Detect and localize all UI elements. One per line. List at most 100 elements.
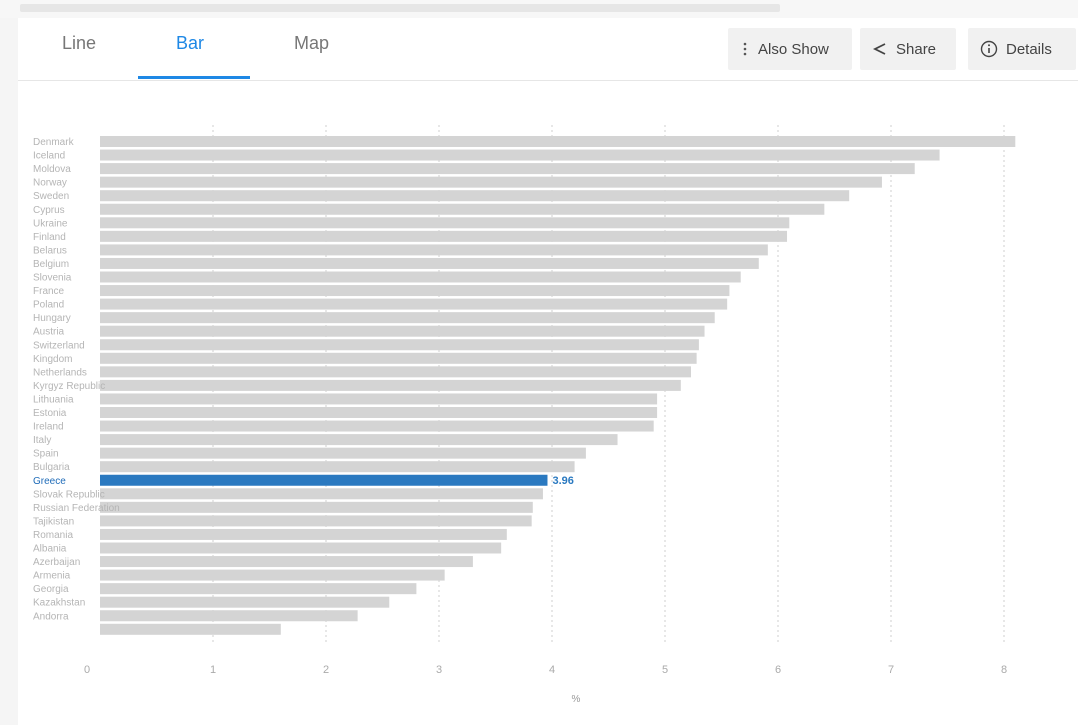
bar	[100, 325, 705, 337]
bar	[100, 366, 691, 378]
category-label: Azerbaijan	[33, 557, 80, 568]
bar	[100, 271, 741, 283]
bar	[100, 623, 281, 635]
x-tick-label: 8	[1001, 664, 1007, 676]
category-label: Finland	[33, 232, 66, 243]
active-tab-indicator	[138, 76, 250, 79]
bar	[100, 583, 417, 595]
bar	[100, 569, 445, 581]
x-tick-label: 0	[84, 664, 90, 676]
category-label: Romania	[33, 530, 73, 541]
tab-bar: Line Bar Map Also Show Share Details	[18, 18, 1078, 81]
share-label: Share	[896, 40, 937, 58]
category-label: Kyrgyz Republic	[33, 381, 105, 392]
bar	[100, 542, 502, 554]
category-label: Austria	[33, 327, 65, 338]
bar	[100, 203, 825, 215]
bar	[100, 230, 788, 242]
category-label: Lithuania	[33, 394, 74, 405]
bar	[100, 163, 915, 175]
category-label: Denmark	[33, 137, 75, 148]
bar	[100, 339, 699, 351]
also-show-button[interactable]: Also Show	[728, 28, 852, 70]
category-label: Ukraine	[33, 218, 68, 229]
bar	[100, 596, 390, 608]
category-label: Switzerland	[33, 340, 85, 351]
also-show-label: Also Show	[758, 40, 829, 58]
category-label: Georgia	[33, 584, 69, 595]
category-label: Netherlands	[33, 367, 87, 378]
tab-map[interactable]: Map	[294, 33, 330, 53]
x-tick-label: 7	[888, 664, 894, 676]
category-label: Italy	[33, 435, 51, 446]
share-icon	[872, 43, 886, 55]
category-label: Kazakhstan	[33, 598, 85, 609]
bar	[100, 610, 358, 622]
category-label: Slovenia	[33, 273, 72, 284]
x-tick-label: 5	[662, 664, 668, 676]
x-tick-label: 3	[436, 664, 442, 676]
bar	[100, 244, 768, 256]
category-label: Kingdom	[33, 354, 72, 365]
bar	[100, 285, 730, 297]
bar	[100, 379, 681, 391]
bar	[100, 149, 940, 161]
bar	[100, 257, 759, 269]
x-tick-label: 4	[549, 664, 555, 676]
category-label: Andorra	[33, 611, 69, 622]
vertical-dots-icon	[743, 42, 747, 56]
category-label: Russian Federation	[33, 503, 120, 514]
bar	[100, 312, 715, 324]
category-label: Tajikistan	[33, 516, 74, 527]
top-strip	[0, 0, 1078, 18]
bar	[100, 488, 543, 500]
bar	[100, 190, 850, 202]
bar	[100, 407, 658, 418]
category-label: Armenia	[33, 571, 71, 582]
bar	[100, 136, 1016, 147]
category-label: France	[33, 286, 65, 297]
blurred-header-text	[20, 4, 780, 12]
x-axis-label: %	[572, 694, 581, 705]
x-tick-label: 6	[775, 664, 781, 676]
bar	[100, 474, 548, 486]
details-label: Details	[1006, 40, 1052, 58]
bar	[100, 556, 473, 568]
details-button[interactable]: Details	[968, 28, 1076, 70]
share-button[interactable]: Share	[860, 28, 956, 70]
bar	[100, 515, 532, 527]
category-label: Poland	[33, 300, 64, 311]
category-label: Moldova	[33, 164, 71, 175]
category-label: Hungary	[33, 313, 71, 324]
category-label: Belarus	[33, 245, 67, 256]
category-label: Belgium	[33, 259, 69, 270]
category-label: Spain	[33, 449, 59, 460]
category-label: Norway	[33, 178, 67, 189]
bar	[100, 501, 533, 513]
bar	[100, 217, 790, 229]
bar	[100, 528, 507, 540]
category-label: Greece	[33, 476, 66, 487]
x-tick-label: 2	[323, 664, 329, 676]
category-label: Sweden	[33, 191, 69, 202]
bar	[100, 298, 728, 310]
category-label: Albania	[33, 544, 67, 555]
tab-line[interactable]: Line	[62, 33, 97, 53]
category-label: Cyprus	[33, 205, 65, 216]
x-tick-label: 1	[210, 664, 216, 676]
bar	[100, 420, 654, 432]
bar	[100, 393, 658, 405]
category-label: Slovak Republic	[33, 489, 105, 500]
category-label: Estonia	[33, 408, 67, 419]
bar	[100, 352, 697, 364]
bar	[100, 176, 882, 188]
category-label: Ireland	[33, 422, 64, 433]
category-label: Bulgaria	[33, 462, 70, 473]
data-label: 3.96	[552, 475, 573, 487]
bar	[100, 434, 618, 446]
tab-bar-chart[interactable]: Bar	[176, 33, 205, 53]
category-label: Iceland	[33, 151, 65, 162]
bar	[100, 447, 586, 459]
bar	[100, 461, 575, 473]
